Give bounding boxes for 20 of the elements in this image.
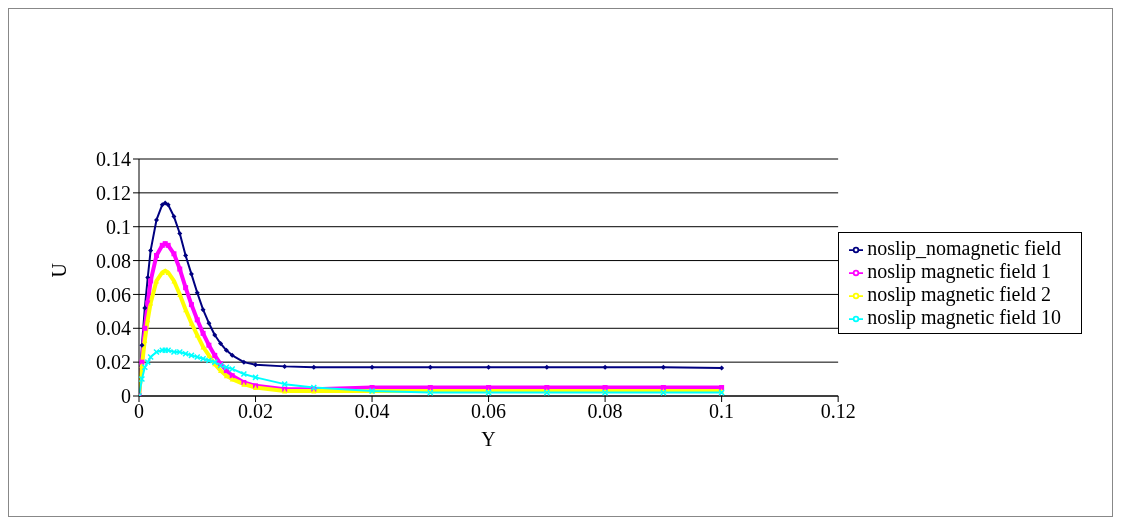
y-tick-label: 0.08 [96,249,131,272]
x-tick-label: 0.06 [471,400,507,423]
y-tick-label: 0.1 [106,215,131,238]
x-tick-label: 0.1 [709,400,735,423]
legend-label: noslip_nomagnetic field [867,236,1061,259]
x-tick-label: 0.04 [354,400,390,423]
y-tick-label: 0.04 [96,317,131,340]
legend-label: noslip magnetic field 1 [867,259,1051,282]
y-tick-label: 0.06 [96,283,131,306]
y-tick-label: 0 [121,385,131,408]
y-axis-title: U [48,262,71,278]
y-tick-label: 0.12 [96,181,131,204]
x-axis-title: Y [481,428,496,450]
legend-label: noslip magnetic field 2 [867,282,1051,305]
x-tick-label: 0.02 [238,400,274,423]
x-tick-label: 0.08 [587,400,623,423]
y-tick-label: 0.14 [96,148,131,171]
x-tick-label: 0.12 [820,400,856,423]
legend-label: noslip magnetic field 10 [867,305,1061,328]
y-tick-label: 0.02 [96,351,131,374]
